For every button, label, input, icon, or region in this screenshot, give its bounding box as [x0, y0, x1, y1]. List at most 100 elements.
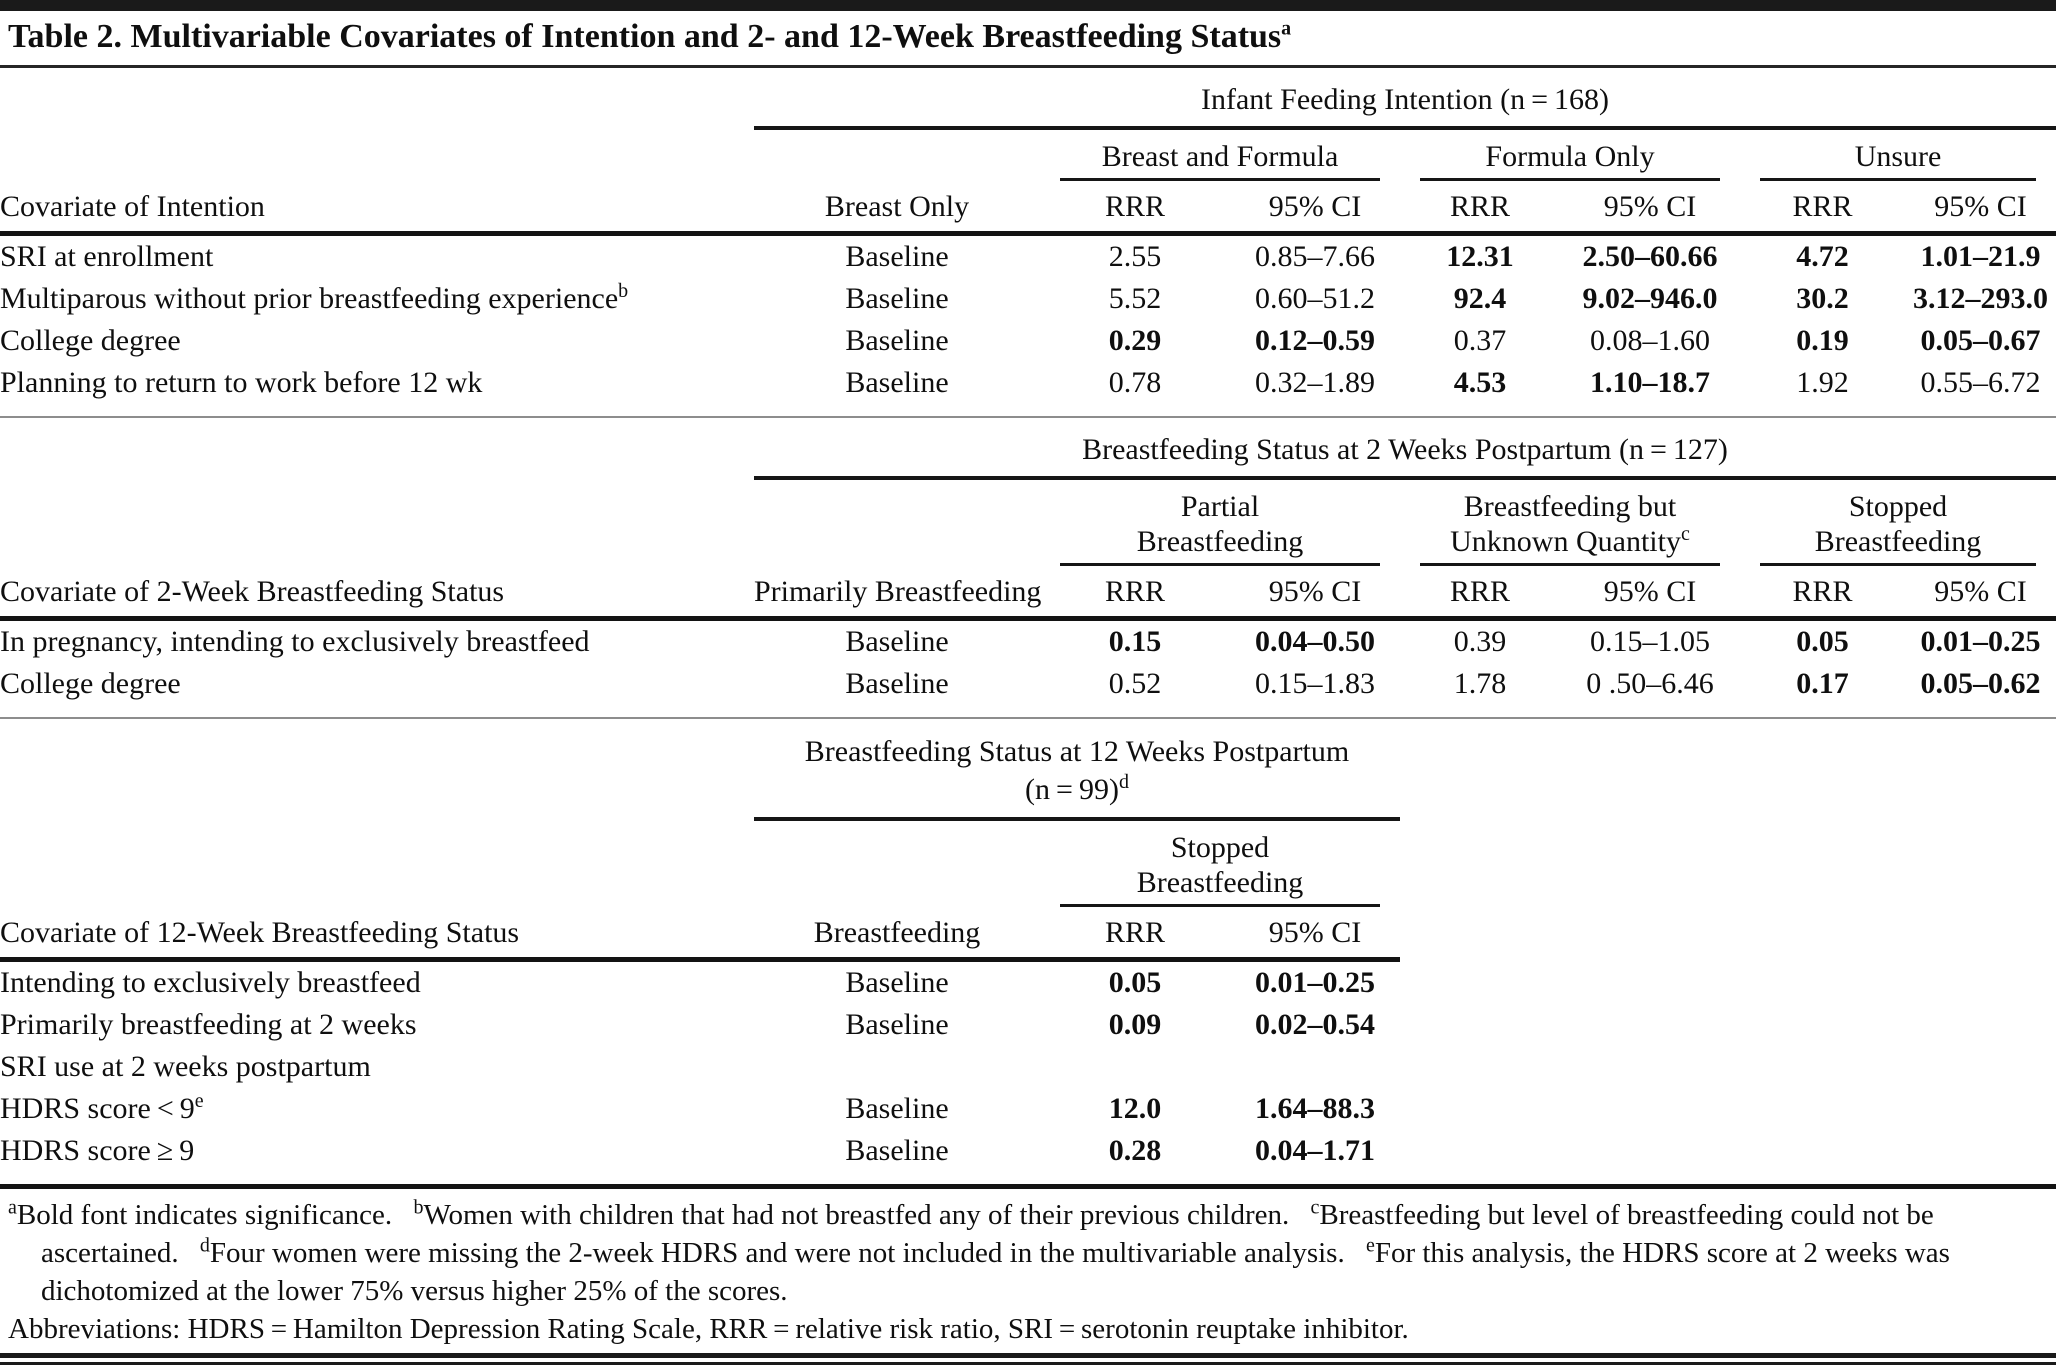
- twelve-week-span-header: Breastfeeding Status at 12 Weeks Postpar…: [754, 719, 1400, 821]
- rrr-cell: 0.05: [1796, 625, 1849, 658]
- rrr-cell: 0.78: [1108, 366, 1162, 399]
- footnote-marker: e: [1365, 1234, 1375, 1257]
- table-title-text: Table 2. Multivariable Covariates of Int…: [8, 18, 1282, 55]
- group-header-underline: Partial Breastfeeding: [1060, 487, 1380, 566]
- footnote-marker: b: [413, 1196, 424, 1219]
- rrr-cell: 2.55: [1108, 240, 1162, 273]
- table-body-end-rule: [0, 1184, 2056, 1189]
- group-header-underline: Unsure: [1760, 137, 2037, 181]
- group-header-stopped-breastfeeding: Stopped Breastfeeding: [1740, 478, 2056, 566]
- blank-cell: [0, 819, 1040, 907]
- twelve-week-status-table: Breastfeeding Status at 12 Weeks Postpar…: [0, 719, 2056, 1172]
- reference-column-label: Breastfeeding: [754, 907, 1040, 962]
- row-label-cell: Intending to exclusively breastfeed: [0, 966, 421, 999]
- ci-column-label: 95% CI: [1905, 181, 2056, 236]
- span-header-line-2: (n = 99)d: [1025, 771, 1129, 806]
- blank-cell: [0, 418, 754, 478]
- group-header-underline: Formula Only: [1420, 137, 1720, 181]
- ci-cell: 0.15–1.83: [1255, 667, 1375, 700]
- footnote-marker: c: [1310, 1196, 1320, 1219]
- group-header-label-2: Unknown Quantityc: [1450, 523, 1690, 558]
- rrr-cell: 4.53: [1453, 366, 1507, 399]
- rrr-cell: 30.2: [1796, 282, 1849, 315]
- blank-cell: [1400, 907, 2056, 960]
- group-header-breast-and-formula: Breast and Formula: [1040, 128, 1400, 181]
- ci-cell: 0.08–1.60: [1590, 324, 1710, 357]
- reference-column-label: Breast Only: [754, 181, 1040, 236]
- reference-cell: Baseline: [845, 366, 949, 399]
- ci-cell: 0.85–7.66: [1255, 240, 1375, 273]
- group-header-unknown-quantity: Breastfeeding but Unknown Quantityc: [1400, 478, 1740, 566]
- row-label-cell: Primarily breastfeeding at 2 weeks: [0, 1008, 417, 1041]
- column-label-row: Covariate of 12-Week Breastfeeding Statu…: [0, 907, 2056, 962]
- reference-cell: Baseline: [845, 240, 949, 273]
- rrr-cell: 0.09: [1108, 1008, 1162, 1041]
- span-header-line: Breastfeeding Status at 12 Weeks Postpar…: [804, 735, 1350, 768]
- blank-cell: [0, 68, 754, 128]
- table-row: Multiparous without prior breastfeeding …: [0, 278, 2056, 320]
- rrr-cell: 1.92: [1796, 366, 1849, 399]
- rrr-cell: 4.72: [1796, 240, 1849, 273]
- blank-cell: [0, 719, 754, 819]
- ci-cell: 0.04–1.71: [1255, 1134, 1375, 1167]
- footnote-text: Women with children that had not breastf…: [423, 1199, 1290, 1231]
- reference-cell: Baseline: [845, 1092, 949, 1125]
- blank-cell: [0, 478, 1040, 566]
- ci-cell: 0 .50–6.46: [1586, 667, 1714, 700]
- blank-cell: [1400, 960, 2056, 1005]
- blank-cell: [1400, 719, 2056, 819]
- row-label-cell: Planning to return to work before 12 wk: [0, 366, 483, 399]
- ci-cell: 0.02–0.54: [1255, 1008, 1375, 1041]
- ci-cell: 1.01–21.9: [1920, 240, 2041, 273]
- footnote-segment: dFour women were missing the 2-week HDRS…: [200, 1235, 1345, 1269]
- rrr-cell: 0.19: [1796, 324, 1849, 357]
- two-week-status-table: Breastfeeding Status at 2 Weeks Postpart…: [0, 418, 2056, 705]
- rrr-cell: 5.52: [1108, 282, 1162, 315]
- footnote-marker: e: [194, 1090, 204, 1112]
- footnote-text: Four women were missing the 2-week HDRS …: [209, 1237, 1345, 1269]
- footnote-marker: c: [1680, 523, 1690, 545]
- rrr-cell: 92.4: [1453, 282, 1507, 315]
- section-divider-rule: [0, 416, 2056, 418]
- rrr-column-label: RRR: [1040, 907, 1230, 962]
- section-divider-rule: [0, 717, 2056, 719]
- column-label-row: Covariate of 2-Week Breastfeeding Status…: [0, 566, 2056, 621]
- ci-cell: 0.12–0.59: [1255, 324, 1375, 357]
- intention-table: Infant Feeding Intention (n = 168) Breas…: [0, 68, 2056, 404]
- table-row: Intending to exclusively breastfeed Base…: [0, 960, 2056, 1005]
- title-footnote-marker: a: [1281, 17, 1292, 40]
- group-header-stopped-breastfeeding: Stopped Breastfeeding: [1040, 819, 1400, 907]
- group-header-underline: Stopped Breastfeeding: [1060, 828, 1380, 907]
- ci-cell: 0.55–6.72: [1920, 366, 2041, 399]
- rrr-column-label: RRR: [1040, 181, 1230, 236]
- covariate-column-label: Covariate of 2-Week Breastfeeding Status: [0, 566, 754, 621]
- rrr-cell: 0.39: [1453, 625, 1507, 658]
- table-row: HDRS score < 9e Baseline 12.0 1.64–88.3: [0, 1088, 2056, 1130]
- group-header-label: Breast and Formula: [1101, 140, 1339, 173]
- rrr-column-label: RRR: [1040, 566, 1230, 621]
- table-row: College degree Baseline 0.52 0.15–1.83 1…: [0, 663, 2056, 705]
- ci-cell: 0.05–0.67: [1920, 324, 2041, 357]
- footnotes: aBold font indicates significance. bWome…: [0, 1189, 2056, 1348]
- ci-cell: 9.02–946.0: [1582, 282, 1718, 315]
- row-label-cell: Multiparous without prior breastfeeding …: [0, 280, 629, 315]
- ci-cell: 1.64–88.3: [1255, 1092, 1375, 1125]
- reference-cell: Baseline: [845, 1134, 949, 1167]
- blank-cell: [1400, 1046, 2056, 1088]
- group-header-label-2: Breastfeeding: [1136, 525, 1304, 558]
- bottom-double-rule: [0, 1353, 2056, 1365]
- table-row: HDRS score ≥ 9 Baseline 0.28 0.04–1.71: [0, 1130, 2056, 1172]
- table-row: SRI use at 2 weeks postpartum: [0, 1046, 2056, 1088]
- row-label-cell: HDRS score < 9e: [0, 1090, 204, 1125]
- span-header-row: Breastfeeding Status at 12 Weeks Postpar…: [0, 719, 2056, 821]
- blank-cell: [1400, 1004, 2056, 1046]
- table-title: Table 2. Multivariable Covariates of Int…: [0, 11, 2056, 68]
- column-label-row: Covariate of Intention Breast Only RRR 9…: [0, 181, 2056, 236]
- ci-cell: 2.50–60.66: [1582, 240, 1718, 273]
- rrr-column-label: RRR: [1400, 181, 1560, 236]
- ci-cell: 0.04–0.50: [1255, 625, 1375, 658]
- group-header-unsure: Unsure: [1740, 128, 2056, 181]
- ci-column-label: 95% CI: [1905, 566, 2056, 621]
- rrr-column-label: RRR: [1400, 566, 1560, 621]
- reference-cell: Baseline: [845, 625, 949, 658]
